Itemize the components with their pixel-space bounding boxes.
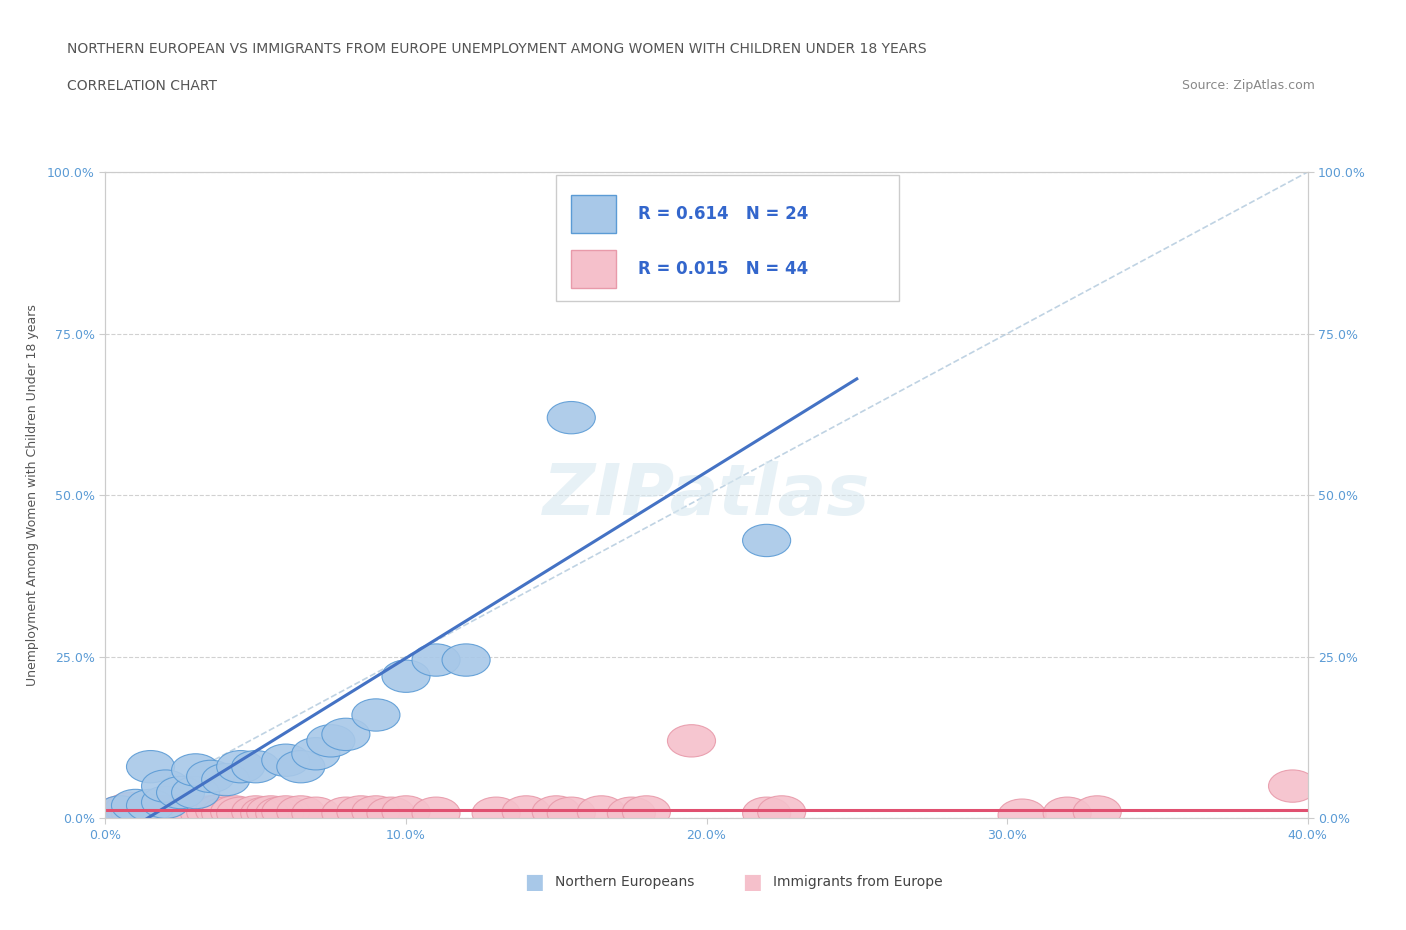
Ellipse shape (127, 751, 174, 783)
Ellipse shape (292, 737, 340, 770)
Ellipse shape (382, 796, 430, 828)
Ellipse shape (201, 797, 250, 830)
Ellipse shape (246, 796, 295, 828)
Text: CORRELATION CHART: CORRELATION CHART (67, 79, 218, 93)
Ellipse shape (758, 796, 806, 828)
Ellipse shape (352, 796, 399, 828)
Ellipse shape (623, 796, 671, 828)
Ellipse shape (166, 797, 214, 830)
Ellipse shape (547, 402, 595, 433)
Ellipse shape (135, 797, 184, 830)
Ellipse shape (367, 797, 415, 830)
Bar (571, 194, 616, 233)
Ellipse shape (232, 796, 280, 828)
Text: Immigrants from Europe: Immigrants from Europe (773, 874, 943, 889)
Text: Northern Europeans: Northern Europeans (555, 874, 695, 889)
Ellipse shape (142, 796, 190, 828)
Ellipse shape (1268, 770, 1316, 803)
Ellipse shape (742, 525, 790, 557)
Ellipse shape (292, 797, 340, 830)
Y-axis label: Unemployment Among Women with Children Under 18 years: Unemployment Among Women with Children U… (25, 304, 39, 686)
Ellipse shape (105, 792, 153, 825)
Ellipse shape (240, 797, 288, 830)
Text: ■: ■ (524, 871, 544, 892)
Ellipse shape (156, 777, 205, 809)
Ellipse shape (502, 796, 550, 828)
Ellipse shape (382, 660, 430, 692)
Ellipse shape (118, 796, 166, 828)
Ellipse shape (262, 796, 309, 828)
FancyBboxPatch shape (557, 175, 898, 301)
Ellipse shape (322, 797, 370, 830)
Ellipse shape (232, 751, 280, 783)
Text: R = 0.015   N = 44: R = 0.015 N = 44 (638, 260, 808, 278)
Ellipse shape (195, 794, 243, 827)
Ellipse shape (307, 724, 354, 757)
Ellipse shape (150, 796, 198, 828)
Ellipse shape (352, 698, 399, 731)
Ellipse shape (441, 644, 491, 676)
Ellipse shape (187, 796, 235, 828)
Ellipse shape (127, 794, 174, 827)
Text: ■: ■ (742, 871, 762, 892)
Text: Source: ZipAtlas.com: Source: ZipAtlas.com (1181, 79, 1315, 92)
Bar (571, 249, 616, 288)
Ellipse shape (412, 797, 460, 830)
Ellipse shape (533, 796, 581, 828)
Ellipse shape (607, 797, 655, 830)
Ellipse shape (142, 770, 190, 803)
Ellipse shape (578, 796, 626, 828)
Ellipse shape (277, 751, 325, 783)
Ellipse shape (337, 796, 385, 828)
Ellipse shape (111, 790, 159, 821)
Text: R = 0.614   N = 24: R = 0.614 N = 24 (638, 205, 808, 223)
Text: NORTHERN EUROPEAN VS IMMIGRANTS FROM EUROPE UNEMPLOYMENT AMONG WOMEN WITH CHILDR: NORTHERN EUROPEAN VS IMMIGRANTS FROM EUR… (67, 42, 927, 56)
Ellipse shape (412, 644, 460, 676)
Ellipse shape (172, 796, 219, 828)
Ellipse shape (180, 797, 229, 830)
Ellipse shape (547, 797, 595, 830)
Ellipse shape (201, 764, 250, 796)
Ellipse shape (1043, 797, 1091, 830)
Ellipse shape (97, 796, 145, 828)
Ellipse shape (277, 796, 325, 828)
Ellipse shape (111, 797, 159, 830)
Ellipse shape (142, 786, 190, 818)
Ellipse shape (668, 724, 716, 757)
Ellipse shape (472, 797, 520, 830)
Ellipse shape (998, 799, 1046, 831)
Ellipse shape (1073, 796, 1121, 828)
Ellipse shape (262, 744, 309, 777)
Text: ZIPatlas: ZIPatlas (543, 460, 870, 530)
Ellipse shape (187, 760, 235, 792)
Ellipse shape (127, 790, 174, 821)
Ellipse shape (217, 797, 264, 830)
Ellipse shape (172, 777, 219, 809)
Ellipse shape (211, 796, 259, 828)
Ellipse shape (97, 796, 145, 828)
Ellipse shape (217, 751, 264, 783)
Ellipse shape (322, 718, 370, 751)
Ellipse shape (256, 797, 304, 830)
Ellipse shape (742, 797, 790, 830)
Ellipse shape (172, 753, 219, 786)
Ellipse shape (156, 794, 205, 827)
